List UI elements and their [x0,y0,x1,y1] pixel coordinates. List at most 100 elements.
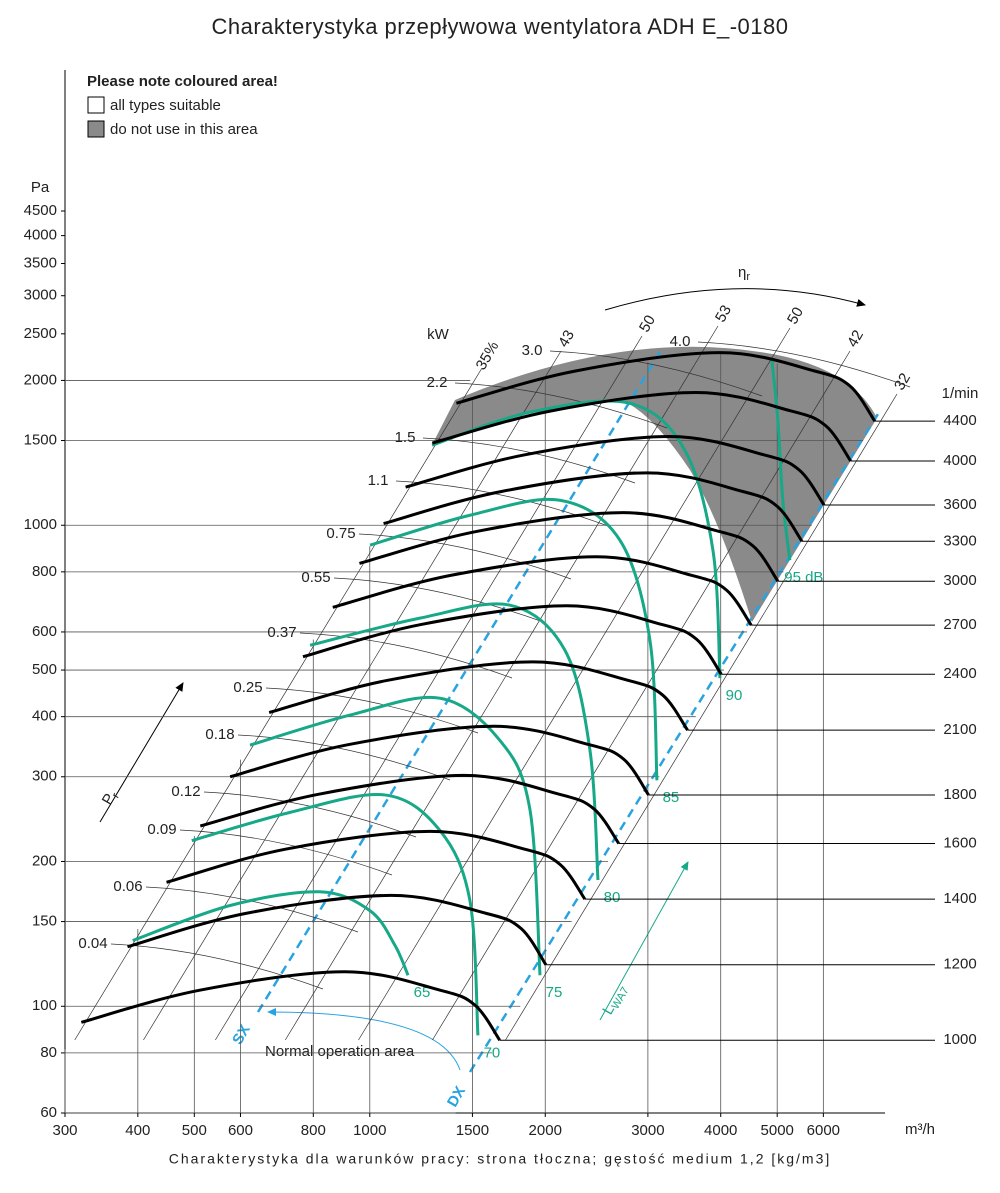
power-line [265,687,479,734]
x-tick-label: 800 [301,1122,326,1139]
operation-arrow [267,1008,461,1071]
power-line [145,886,359,933]
efficiency-ray [74,367,483,1041]
power-line [454,382,668,429]
x-tick-label: 400 [125,1122,150,1139]
y-tick-label: 1500 [24,431,57,448]
speed-curve [383,471,804,543]
power-line [697,341,911,388]
speed-curve [456,351,877,422]
speed-curve [359,511,780,583]
y-tick-label: 200 [32,852,57,869]
speed-label: 1200 [943,956,976,973]
y-tick-label: 300 [32,768,57,785]
efficiency-ray [143,350,562,1041]
power-label: 4.0 [670,333,691,350]
power-label: 1.5 [395,429,416,446]
power-line [358,533,572,580]
operation-area-label: Normal operation area [265,1043,415,1060]
x-tick-label: 1500 [456,1122,489,1139]
power-label: 0.09 [147,821,176,838]
legend-item: all types suitable [110,97,221,114]
power-label: 1.1 [368,472,389,489]
legend-item: do not use in this area [110,121,258,138]
efficiency-label: 42 [844,327,867,350]
speed-label: 1000 [943,1031,976,1048]
sound-curve [132,890,410,976]
power-label: 0.75 [326,525,355,542]
y-tick-label: 3000 [24,287,57,304]
sound-curve-label: 90 [726,687,743,704]
efficiency-ray [358,327,791,1041]
power-label: 0.18 [205,726,234,743]
x-tick-label: 500 [182,1122,207,1139]
chart-title: Charakterystyka przepływowa wentylatora … [212,14,789,39]
efficiency-ray [284,325,719,1041]
pressure-subscript: r [110,791,122,800]
efficiency-subscript: r [746,271,750,283]
legend-swatch [87,96,105,114]
sound-curve-label: 85 [663,789,680,806]
efficiency-symbol: η [738,264,746,281]
x-tick-label: 5000 [761,1122,794,1139]
y-tick-label: 150 [32,913,57,930]
power-label: 0.55 [301,569,330,586]
y-tick-label: 2000 [24,371,57,388]
speed-label: 3000 [943,572,976,589]
sound-curve-label: 65 [414,984,431,1001]
x-tick-label: 6000 [807,1122,840,1139]
speed-label: 3300 [943,532,976,549]
speed-label: 2400 [943,665,976,682]
power-line [333,577,547,624]
y-unit: Pa [31,179,50,196]
y-tick-label: 400 [32,708,57,725]
sound-curve-label: 95 dB [784,569,823,586]
x-tick-label: 1000 [353,1122,386,1139]
speed-label: 1400 [943,890,976,907]
speed-label: 4400 [943,412,976,429]
power-label: 2.2 [427,374,448,391]
power-label: 0.25 [233,679,262,696]
sound-curve-label: 80 [604,889,621,906]
sound-curve [309,602,600,881]
speed-unit: 1/min [942,385,979,402]
power-line [203,791,417,838]
power-label: 0.12 [171,783,200,800]
power-label: 0.37 [267,624,296,641]
dx-line [468,413,880,1073]
y-tick-label: 80 [40,1044,57,1061]
dx-label: DX [444,1083,469,1110]
speed-curve [332,555,753,626]
sound-arrow [599,861,689,1021]
power-label: 0.06 [113,878,142,895]
speed-curve [199,773,621,845]
restricted-area [432,346,877,622]
y-tick-label: 800 [32,563,57,580]
sx-label: SX [229,1022,254,1048]
sx-line [256,351,662,1013]
speed-label: 2100 [943,721,976,738]
x-tick-label: 600 [228,1122,253,1139]
footer: Charakterystyka dla warunków pracy: stro… [169,1151,832,1167]
y-tick-label: 2500 [24,325,57,342]
x-unit: m³/h [905,1121,935,1138]
speed-curve [431,390,852,462]
y-tick-label: 60 [40,1104,57,1121]
power-line [299,632,513,679]
sound-label: LWA7 [599,982,631,1019]
power-line [110,943,324,990]
speed-curve [268,660,689,732]
x-tick-label: 4000 [704,1122,737,1139]
efficiency-arrow [604,288,866,311]
y-tick-label: 1000 [24,516,57,533]
efficiency-label: 35% [473,338,503,373]
y-tick-label: 4500 [24,202,57,219]
power-line [549,350,763,397]
legend-swatch [87,120,105,138]
y-tick-label: 4000 [24,227,57,244]
efficiency-ray [505,393,898,1041]
pressure-arrow [99,682,184,823]
speed-label: 1800 [943,786,976,803]
sound-curve [191,792,480,1036]
